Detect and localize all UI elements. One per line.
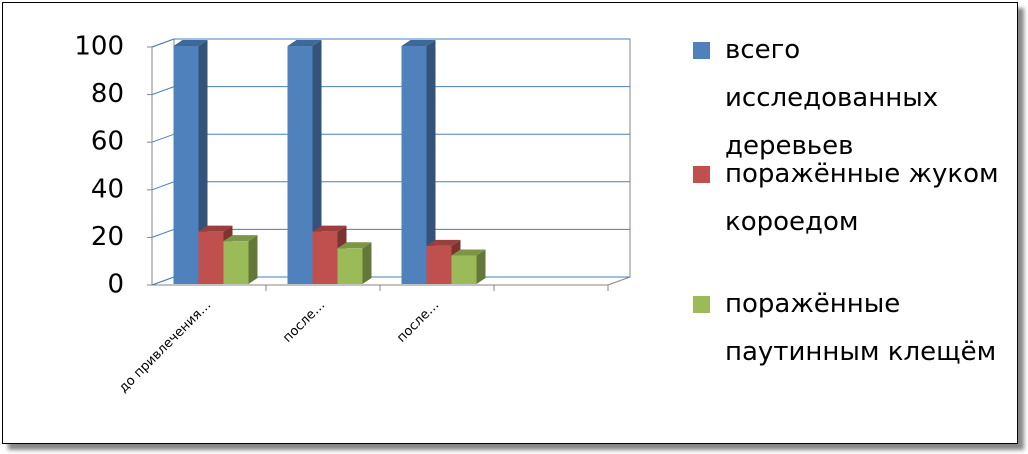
y-tick-label: 80: [91, 79, 124, 109]
chart-frame: [2, 2, 1018, 444]
legend-swatch: [693, 42, 710, 59]
y-tick-label: 0: [107, 270, 124, 300]
bar-front: [287, 46, 313, 284]
y-tick-label: 20: [91, 222, 124, 252]
y-tick-label: 100: [74, 32, 124, 62]
bar-front: [173, 46, 199, 284]
x-tick-label: после…: [394, 298, 442, 346]
legend-item: поражённые жуком короедом: [690, 150, 1010, 246]
legend-swatch: [693, 296, 710, 313]
legend-label: всего исследованных деревьев: [725, 35, 939, 161]
bar-front: [312, 231, 338, 284]
bar: [451, 249, 486, 284]
bar-top: [401, 40, 436, 46]
bar-side: [248, 235, 258, 284]
bar-top: [337, 242, 372, 249]
legend-label: поражённые жуком короедом: [725, 159, 999, 237]
grid-line: [151, 86, 630, 96]
bar-front: [223, 241, 249, 284]
bar-top: [198, 225, 233, 232]
bar-top: [223, 235, 258, 242]
bar-front: [337, 248, 363, 284]
legend-swatch: [693, 166, 710, 183]
bar-side: [198, 40, 208, 284]
bar-side: [312, 40, 322, 284]
grid-line: [151, 181, 630, 191]
bar: [173, 40, 208, 284]
x-tick-label: после…: [280, 298, 328, 346]
bar-side: [426, 40, 436, 284]
bar-top: [173, 40, 208, 46]
bar-front: [401, 46, 427, 284]
bar: [223, 235, 258, 284]
bar-top: [312, 225, 347, 232]
bar: [337, 242, 372, 284]
bar-front: [426, 245, 452, 284]
bar-front: [198, 231, 224, 284]
bar: [401, 40, 436, 284]
legend-label: поражённые паутинным клещём: [725, 289, 997, 367]
bar-side: [362, 242, 372, 284]
bar-top: [287, 40, 322, 46]
grid-line: [151, 133, 630, 143]
bar-side: [476, 249, 486, 284]
x-tick-label: до привлечения…: [116, 298, 214, 396]
bar-front: [451, 255, 477, 284]
grid-line: [151, 38, 630, 48]
bar-top: [451, 249, 486, 256]
legend-item: поражённые паутинным клещём: [690, 280, 1010, 376]
bar-top: [426, 239, 461, 246]
y-tick-label: 60: [91, 127, 124, 157]
bar: [287, 40, 322, 284]
legend-item: всего исследованных деревьев: [690, 26, 1010, 170]
y-tick-label: 40: [91, 174, 124, 204]
